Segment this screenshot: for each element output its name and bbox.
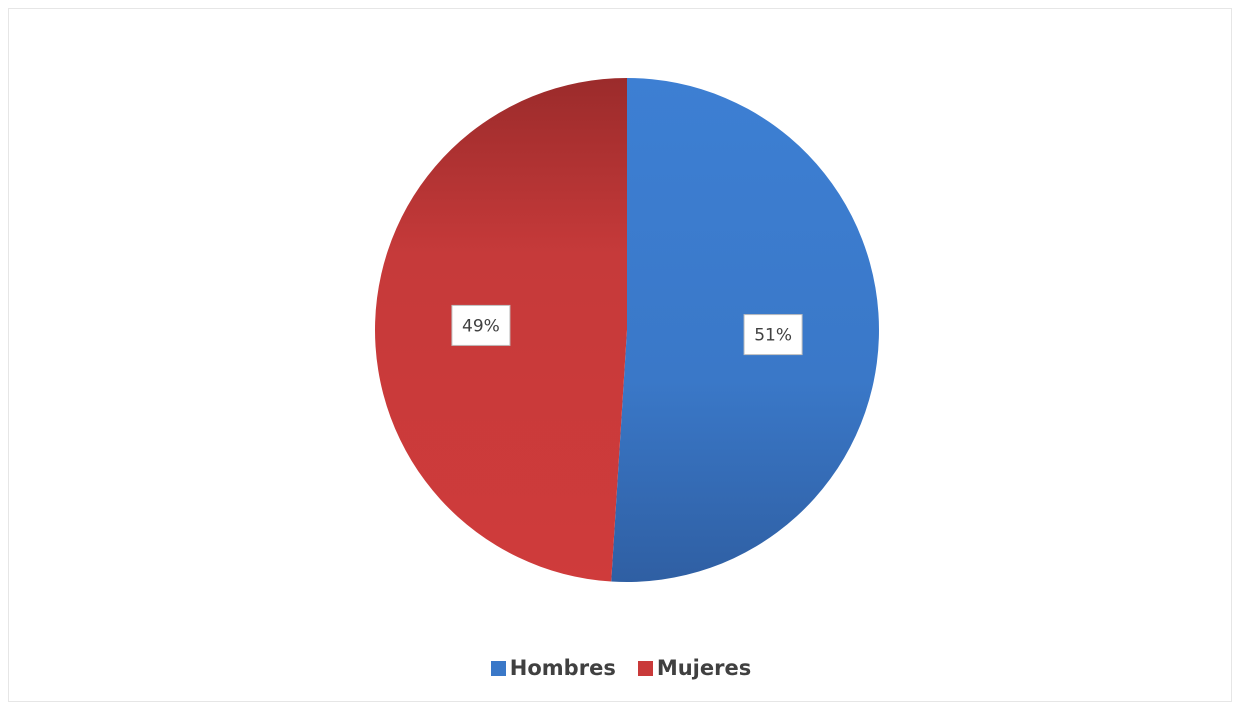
data-label-text: 51% <box>754 326 792 346</box>
data-label-box <box>743 314 803 356</box>
legend-swatch-hombres <box>490 660 506 676</box>
data-label-text: 49% <box>462 316 500 336</box>
legend: Hombres Mujeres <box>0 656 1242 680</box>
data-label-mujeres: 49% <box>451 304 511 346</box>
legend-label-hombres: Hombres <box>509 656 616 680</box>
legend-item-hombres: Hombres <box>490 656 616 680</box>
data-label-box <box>451 304 511 346</box>
legend-label-mujeres: Mujeres <box>656 656 752 680</box>
data-label-hombres: 51% <box>743 314 803 356</box>
legend-swatch-mujeres <box>637 660 653 676</box>
legend-item-mujeres: Mujeres <box>637 656 752 680</box>
